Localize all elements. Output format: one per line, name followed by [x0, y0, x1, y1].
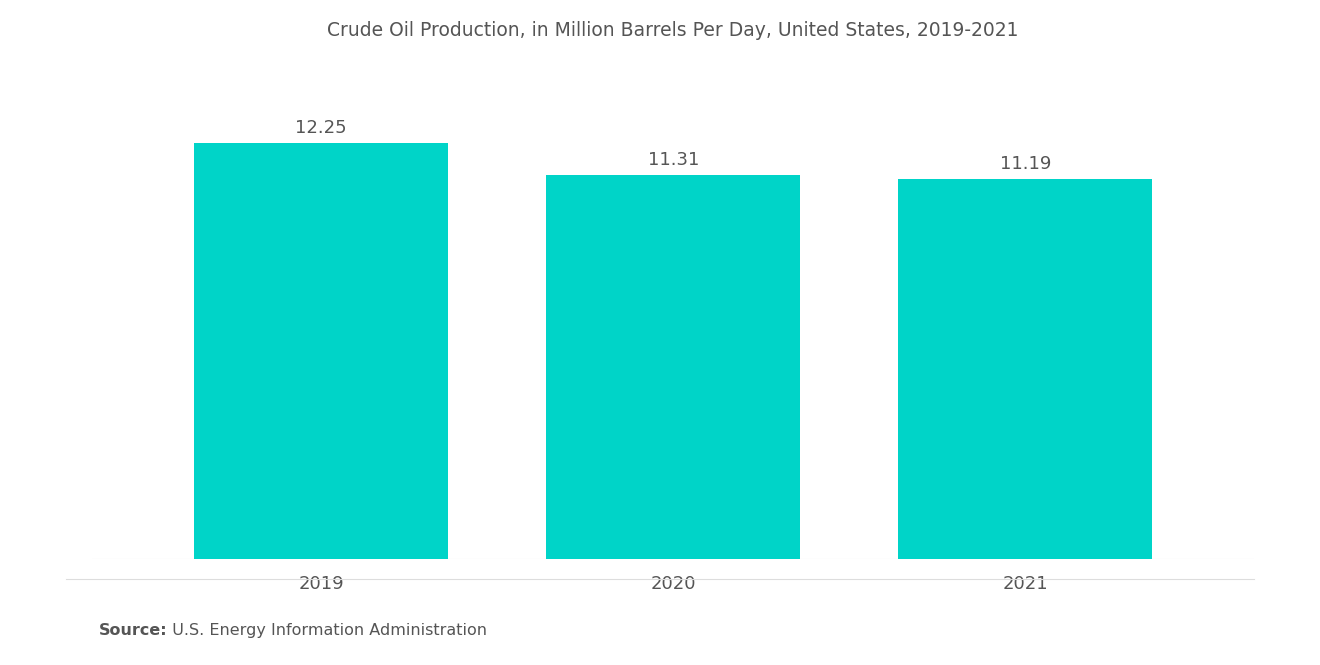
Text: 11.19: 11.19: [999, 155, 1051, 173]
Text: U.S. Energy Information Administration: U.S. Energy Information Administration: [162, 623, 487, 638]
Bar: [546, 175, 800, 559]
Text: Source:: Source:: [99, 623, 168, 638]
Text: 12.25: 12.25: [296, 119, 347, 137]
Bar: [899, 179, 1152, 559]
Title: Crude Oil Production, in Million Barrels Per Day, United States, 2019-2021: Crude Oil Production, in Million Barrels…: [327, 21, 1019, 40]
Text: 11.31: 11.31: [648, 151, 698, 169]
Bar: [194, 143, 447, 559]
